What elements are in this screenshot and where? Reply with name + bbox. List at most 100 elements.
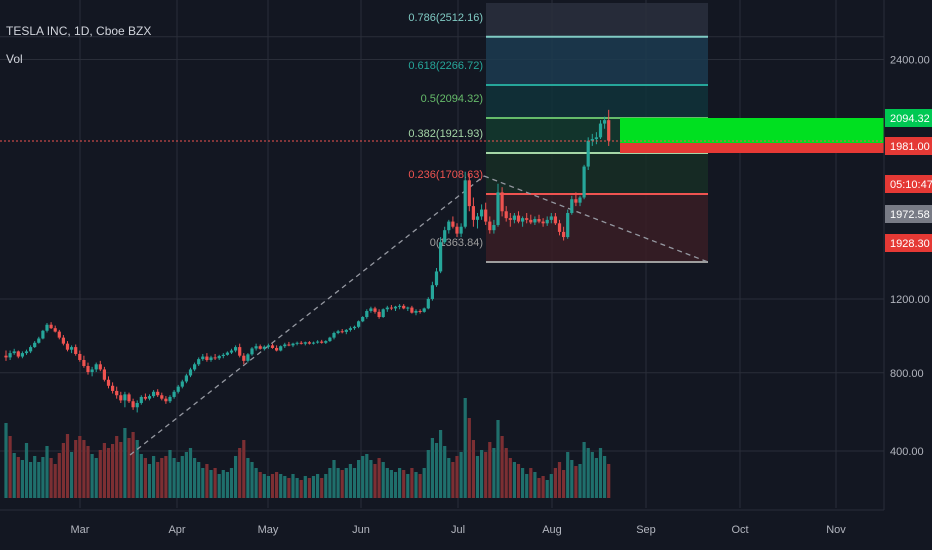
candle-body bbox=[176, 386, 180, 392]
candle-body bbox=[549, 216, 553, 220]
price-tag-label: 2094.32 bbox=[890, 113, 930, 125]
candle-body bbox=[41, 330, 45, 339]
time-tick-label: May bbox=[258, 524, 279, 536]
candle-body bbox=[164, 398, 168, 402]
price-axis[interactable]: 2400.00 1200.00 800.00 400.00 2094.32 1981.00… bbox=[883, 0, 932, 510]
volume-bar bbox=[172, 458, 176, 498]
candle-body bbox=[168, 396, 172, 402]
candle-body bbox=[361, 317, 365, 322]
volume-bar bbox=[484, 452, 488, 498]
long-position-profit-zone bbox=[620, 118, 884, 143]
volume-bar bbox=[594, 458, 598, 498]
candle-body bbox=[348, 328, 352, 330]
candle-body bbox=[594, 137, 598, 140]
volume-bar bbox=[131, 432, 135, 498]
price-tag bbox=[885, 205, 932, 223]
volume-bar bbox=[184, 452, 188, 498]
fib-zone bbox=[486, 153, 708, 194]
volume-bar bbox=[234, 456, 238, 498]
candle-body bbox=[160, 395, 164, 399]
volume-bar bbox=[393, 472, 398, 498]
candle-body bbox=[422, 308, 426, 312]
candle-body bbox=[504, 211, 508, 219]
candle-body bbox=[221, 354, 225, 357]
candle-body bbox=[24, 351, 29, 354]
price-tag bbox=[885, 137, 932, 155]
volume-bar bbox=[115, 436, 119, 498]
volume-bar bbox=[61, 443, 65, 498]
candle-body bbox=[307, 342, 311, 344]
volume-bar bbox=[176, 462, 180, 498]
price-axis-bg bbox=[884, 0, 932, 510]
volume-bar bbox=[361, 456, 365, 498]
volume-bar bbox=[197, 462, 201, 498]
candle-body bbox=[496, 192, 500, 226]
candle-body bbox=[229, 350, 234, 353]
volume-bar bbox=[217, 474, 221, 498]
volume-bar bbox=[430, 438, 434, 498]
volume-bar bbox=[262, 474, 266, 498]
volume-bar bbox=[459, 452, 463, 498]
candle-body bbox=[209, 357, 213, 360]
candle-body bbox=[287, 344, 291, 346]
time-tick-label: Jul bbox=[451, 524, 465, 536]
volume-bar bbox=[266, 476, 270, 498]
long-position-stop-zone bbox=[620, 143, 884, 153]
candle-body bbox=[389, 307, 393, 309]
volume-bar bbox=[340, 470, 344, 498]
volume-bar bbox=[418, 474, 422, 498]
volume-bar bbox=[578, 464, 582, 498]
volume-bar bbox=[574, 466, 578, 498]
volume-bar bbox=[549, 474, 553, 498]
candle-body bbox=[57, 331, 61, 338]
volume-bar bbox=[188, 448, 193, 498]
candle-body bbox=[398, 305, 402, 307]
candle-body bbox=[147, 396, 152, 399]
volume-bar bbox=[291, 474, 295, 498]
volume-bar bbox=[414, 472, 418, 498]
candle-body bbox=[37, 338, 41, 343]
volume-bar bbox=[471, 440, 475, 498]
volume-bar bbox=[586, 448, 590, 498]
candle-body bbox=[586, 140, 590, 167]
candle-body bbox=[102, 369, 106, 380]
candle-body bbox=[270, 345, 275, 348]
fib-trend-line bbox=[483, 175, 709, 263]
volume-bar bbox=[287, 478, 291, 498]
fib-level-label: 0.786(2512.16) bbox=[408, 12, 483, 24]
volume-bar bbox=[422, 468, 426, 498]
volume-bar bbox=[209, 470, 213, 498]
candle-body bbox=[443, 230, 447, 243]
time-axis[interactable]: Mar Apr May Jun Jul Aug Sep Oct Nov bbox=[0, 509, 884, 536]
time-tick-label: Sep bbox=[636, 524, 656, 536]
volume-bar bbox=[242, 440, 246, 498]
volume-bar bbox=[225, 472, 229, 498]
volume-bar bbox=[20, 460, 24, 498]
candle-body bbox=[471, 206, 475, 220]
volume-bar bbox=[41, 457, 45, 498]
candle-body bbox=[106, 379, 111, 386]
volume-bar bbox=[603, 456, 607, 498]
fib-retracement[interactable]: 0.786(2512.16) 0.618(2266.72) 0.5(2094.32)… bbox=[129, 3, 709, 456]
price-tag-label: 1972.58 bbox=[890, 209, 930, 221]
volume-bar bbox=[328, 468, 332, 498]
candle-body bbox=[566, 212, 570, 238]
volume-bar bbox=[434, 443, 439, 498]
candle-body bbox=[455, 226, 459, 234]
volume-bar bbox=[8, 436, 12, 498]
candle-body bbox=[328, 337, 332, 342]
volume-bar bbox=[213, 468, 217, 498]
volume-label: Vol bbox=[6, 52, 23, 66]
volume-bar bbox=[279, 474, 283, 498]
candle-body bbox=[90, 369, 94, 373]
volume-bar bbox=[553, 468, 557, 498]
candle-body bbox=[484, 209, 488, 222]
overlays[interactable] bbox=[0, 118, 884, 153]
candle-body bbox=[49, 324, 53, 329]
volume-bar bbox=[221, 470, 225, 498]
volume-bar bbox=[24, 443, 29, 498]
volume-bar bbox=[143, 458, 147, 498]
volume-bar bbox=[275, 472, 279, 498]
